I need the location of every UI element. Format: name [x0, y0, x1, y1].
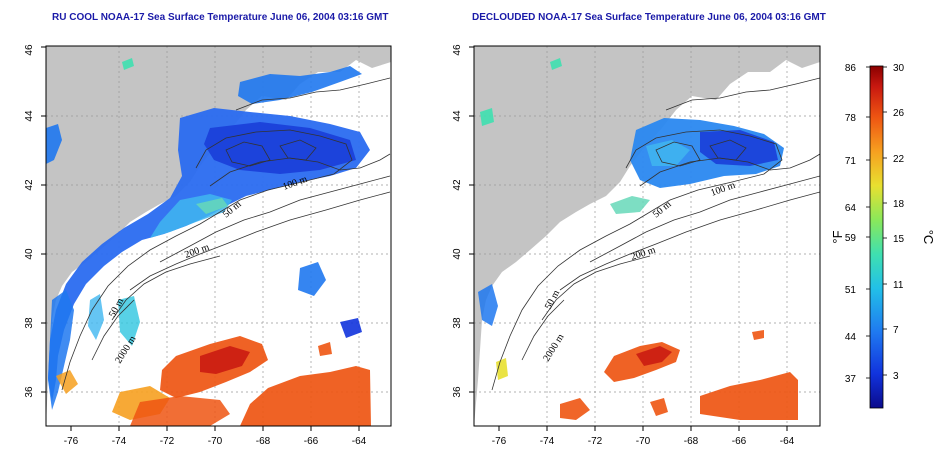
lat-tick-label: 46: [452, 44, 463, 56]
right-map-title: DECLOUDED NOAA-17 Sea Surface Temperatur…: [472, 12, 826, 23]
lat-tick-label: 44: [452, 110, 463, 122]
lat-tick-label: 42: [24, 179, 35, 191]
left-map-title: RU COOL NOAA-17 Sea Surface Temperature …: [52, 12, 389, 23]
bathymetry-contours: [61, 77, 391, 391]
lat-tick-label: 38: [452, 317, 463, 329]
colorbar: 86 78 71 64 59 51 44 37 30 26 22 18 15 1…: [830, 63, 936, 409]
celsius-tick-label: 3: [893, 371, 899, 382]
lon-tick-label: -76: [64, 436, 79, 447]
right-tick-marks: [469, 46, 788, 431]
right-lat-tick-labels: 36 38 40 42 44 46: [452, 44, 463, 398]
left-tick-marks: [41, 46, 360, 431]
lon-tick-label: -70: [208, 436, 223, 447]
colorbar-gradient: [869, 65, 884, 409]
celsius-tick-label: 26: [893, 108, 905, 119]
colorbar-celsius-labels: 30 26 22 18 15 11 7 3: [893, 63, 905, 382]
right-map-frame: [473, 45, 821, 427]
sst-coverage: [478, 58, 798, 420]
fahrenheit-tick-label: 78: [845, 113, 857, 124]
celsius-tick-label: 18: [893, 199, 905, 210]
fahrenheit-tick-label: 37: [845, 374, 857, 385]
celsius-tick-label: 7: [893, 325, 899, 336]
land-mass: [474, 46, 820, 426]
right-lon-tick-labels: -76 -74 -72 -70 -68 -66 -64: [492, 436, 795, 447]
colorbar-ticks: [866, 66, 887, 379]
lat-tick-label: 42: [452, 179, 463, 191]
left-map-frame: [45, 45, 392, 427]
lon-tick-label: -64: [352, 436, 367, 447]
lon-tick-label: -74: [112, 436, 127, 447]
fahrenheit-tick-label: 86: [845, 63, 857, 74]
sst-coverage: [46, 58, 371, 426]
fahrenheit-unit-label: °F: [830, 230, 845, 243]
fahrenheit-tick-label: 44: [845, 332, 857, 343]
lat-tick-label: 40: [452, 248, 463, 260]
celsius-tick-label: 22: [893, 154, 905, 165]
lat-tick-label: 36: [452, 386, 463, 398]
celsius-tick-label: 11: [893, 280, 904, 291]
lon-tick-label: -72: [160, 436, 175, 447]
celsius-tick-label: 15: [893, 234, 905, 245]
fahrenheit-tick-label: 51: [845, 285, 857, 296]
fahrenheit-tick-label: 71: [845, 156, 857, 167]
bathymetry-contours: [491, 77, 820, 391]
lat-tick-label: 36: [24, 386, 35, 398]
lon-tick-label: -68: [684, 436, 699, 447]
left-lon-tick-labels: -76 -74 -72 -70 -68 -66 -64: [64, 436, 367, 447]
colorbar-fahrenheit-labels: 86 78 71 64 59 51 44 37: [845, 63, 857, 385]
lon-tick-label: -74: [540, 436, 555, 447]
lon-tick-label: -76: [492, 436, 507, 447]
lon-tick-label: -66: [304, 436, 319, 447]
left-map-panel: 50 m 100 m 200 m 50 m 2000 m -76 -74 -72…: [24, 44, 392, 447]
lat-tick-label: 38: [24, 317, 35, 329]
lon-tick-label: -70: [636, 436, 651, 447]
lat-tick-label: 40: [24, 248, 35, 260]
fahrenheit-tick-label: 64: [845, 203, 857, 214]
celsius-unit-label: °C: [921, 230, 936, 245]
lat-tick-label: 46: [24, 44, 35, 56]
lat-tick-label: 44: [24, 110, 35, 122]
celsius-tick-label: 30: [893, 63, 905, 74]
lon-tick-label: -66: [732, 436, 747, 447]
left-lat-tick-labels: 36 38 40 42 44 46: [24, 44, 35, 398]
lon-tick-label: -72: [588, 436, 603, 447]
lon-tick-label: -64: [780, 436, 795, 447]
right-map-panel: 50 m 100 m 200 m 50 m 2000 m -76 -74 -72…: [452, 44, 821, 447]
fahrenheit-tick-label: 59: [845, 233, 857, 244]
land-mass: [46, 46, 391, 426]
lon-tick-label: -68: [256, 436, 271, 447]
